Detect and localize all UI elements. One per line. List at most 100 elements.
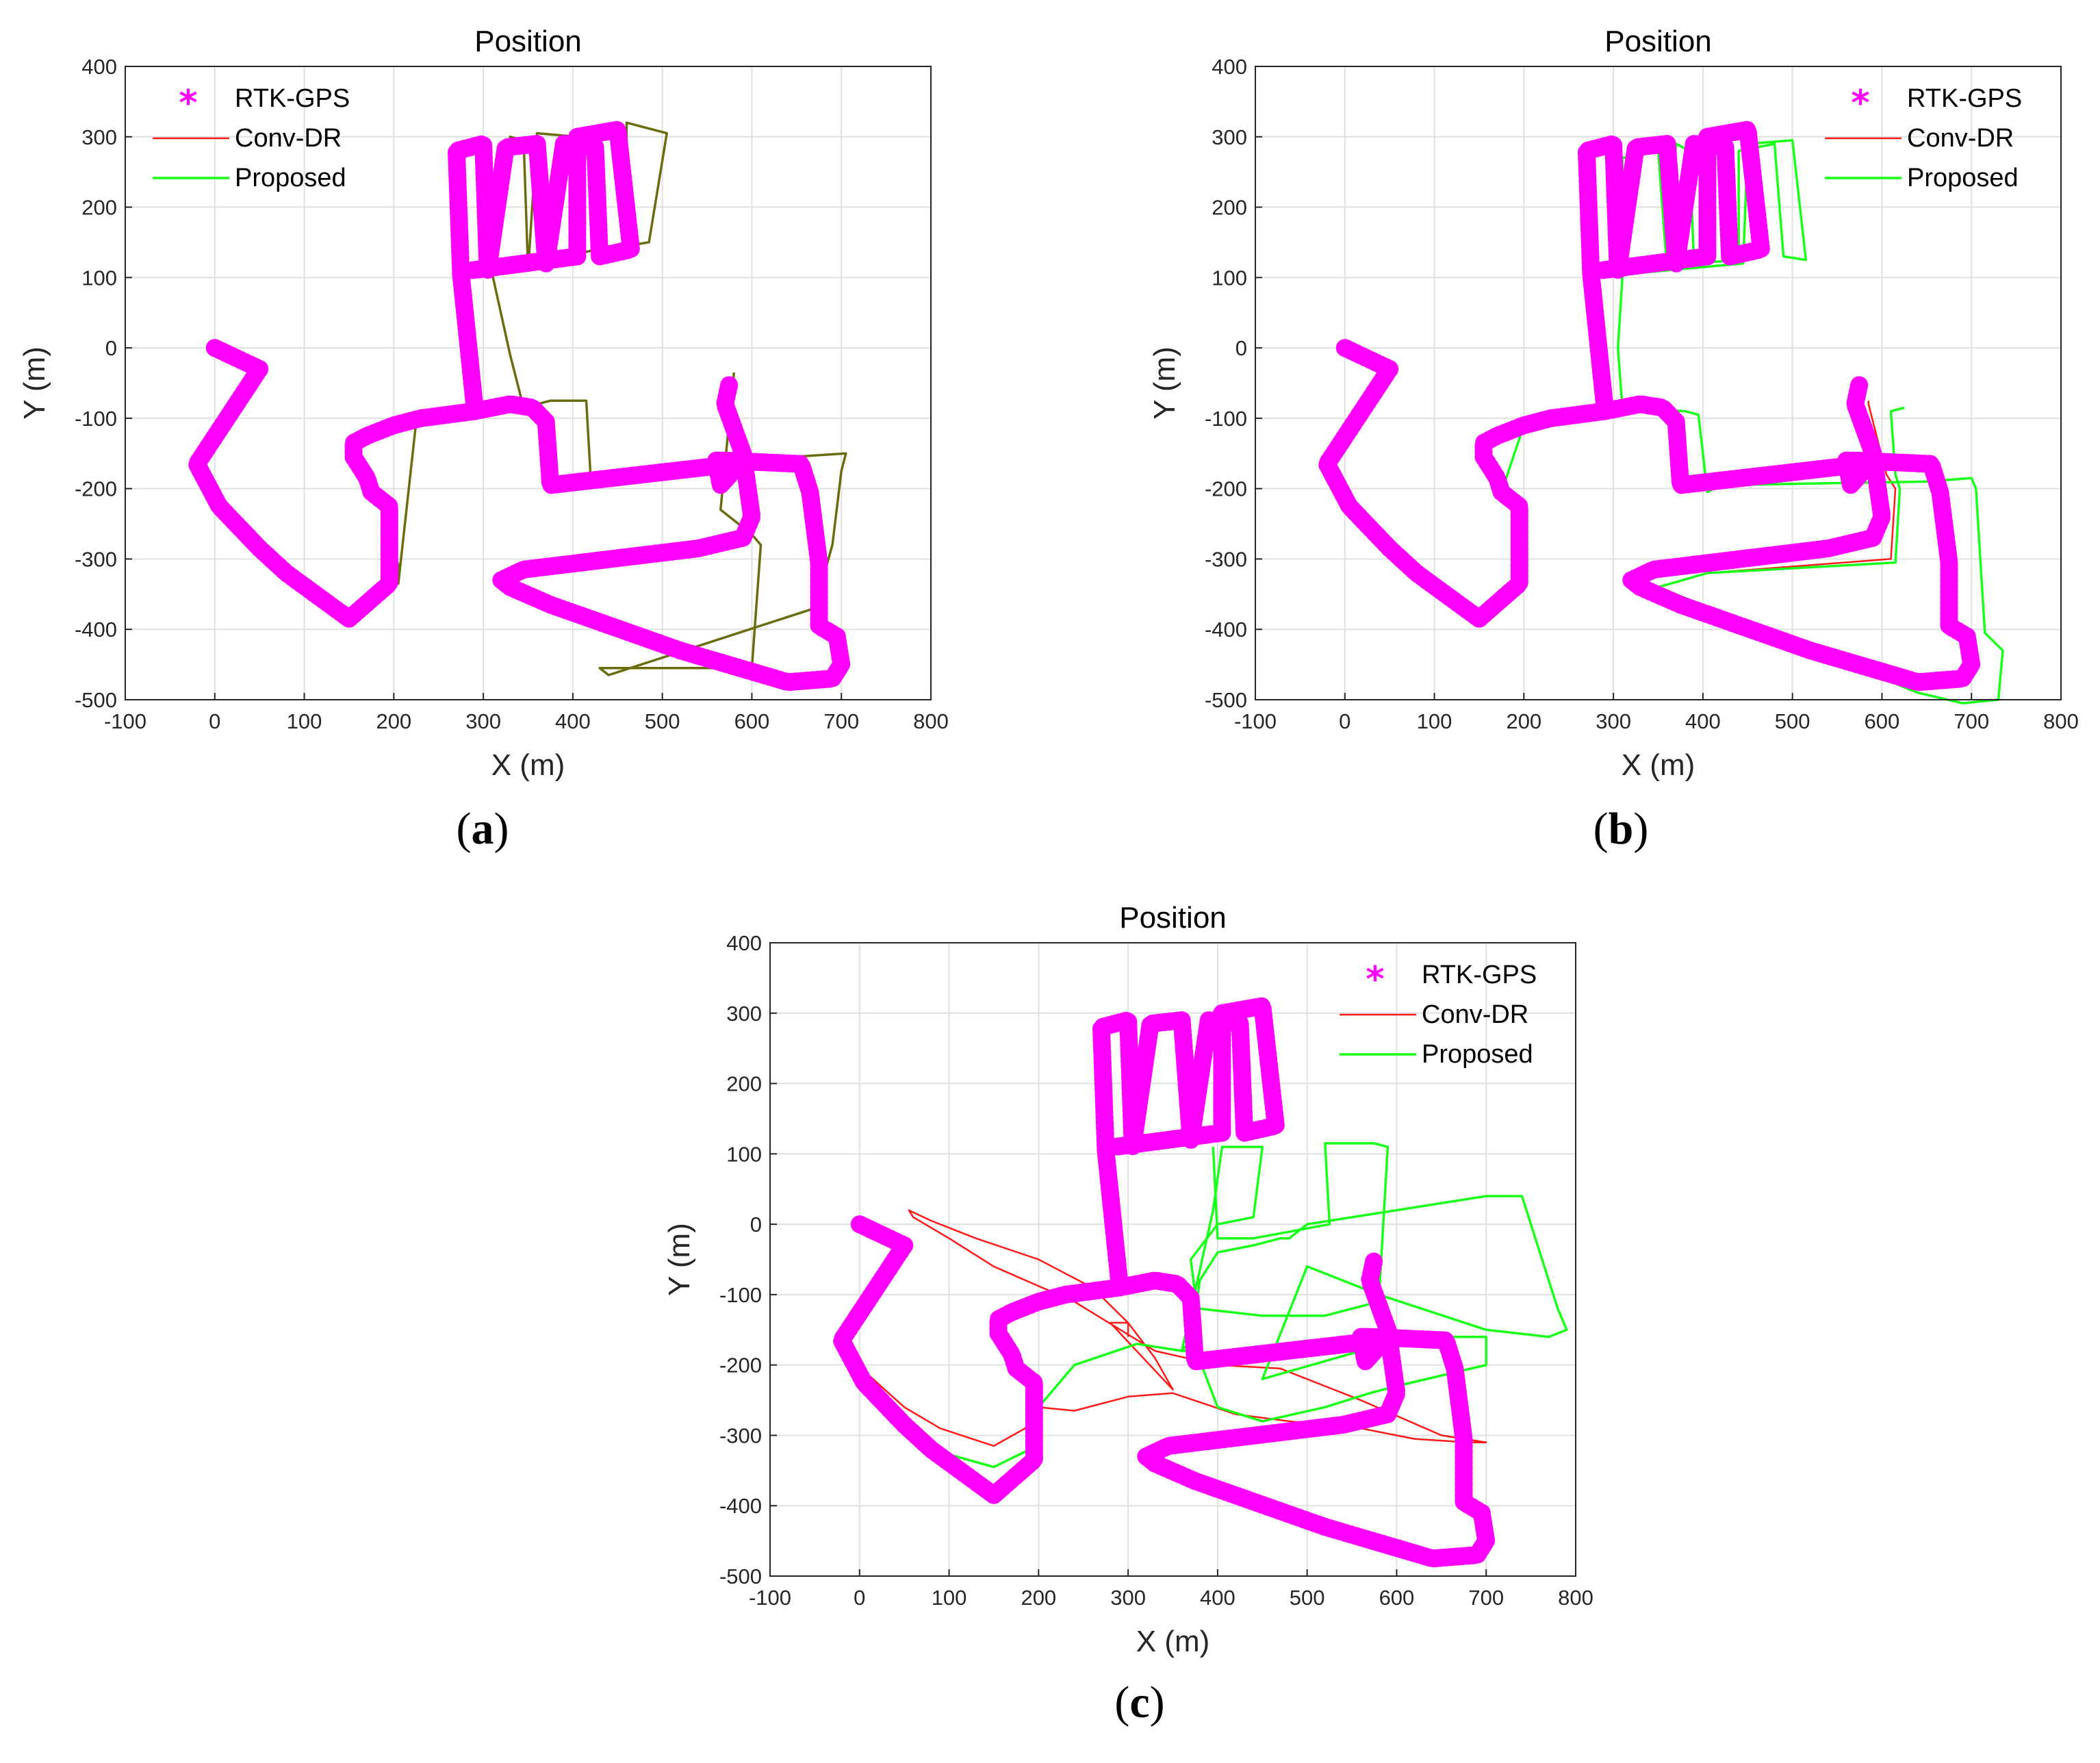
legend: * RTK-GPS Conv-DR Proposed	[1340, 959, 1537, 1069]
legend-entry: * RTK-GPS	[1851, 83, 2022, 124]
rtk-gps-track	[1092, 997, 1285, 1297]
x-tick-label: 300	[1596, 709, 1631, 733]
legend-marker-rtk-gps: *	[179, 83, 197, 124]
y-tick-label: 100	[726, 1142, 762, 1166]
x-tick-label: 800	[1558, 1586, 1593, 1610]
legend-label: Proposed	[1422, 1040, 1533, 1069]
axes-box	[125, 66, 932, 700]
panel-caption: (a)	[457, 804, 509, 854]
y-tick-label: -100	[75, 407, 117, 431]
legend-marker-rtk-gps: *	[1851, 83, 1869, 124]
y-tick-label: -200	[75, 477, 117, 501]
x-tick-label: 400	[1685, 709, 1721, 733]
legend: * RTK-GPS Conv-DR Proposed	[1825, 83, 2022, 192]
legend-label: RTK-GPS	[235, 84, 350, 113]
x-tick-label: 0	[1339, 709, 1350, 733]
panel-b: -100 0 100 200 300 400 500 600 700 800 400 300 200 10…	[1148, 25, 2079, 854]
legend-entry: Proposed	[153, 164, 346, 192]
rtk-gps-track	[447, 121, 640, 420]
x-tick-label: 400	[555, 709, 591, 733]
panel-caption: (c)	[1114, 1677, 1164, 1727]
x-tick-label: 0	[854, 1586, 865, 1610]
y-tick-label: 100	[81, 266, 117, 290]
panel-a: -100 0 100 200 300 400 500 600 700 800 400 300 200 10…	[18, 25, 949, 854]
legend: * RTK-GPS Conv-DR Proposed	[153, 83, 350, 192]
series-conv-dr	[841, 1209, 1487, 1447]
x-tick-label: 600	[1865, 709, 1900, 733]
series-line-conv-dr	[841, 1209, 1487, 1447]
legend-entry: Proposed	[1825, 164, 2019, 192]
y-tick-label: -300	[75, 547, 117, 571]
x-tick-label: 700	[1954, 709, 1989, 733]
legend-entry: Conv-DR	[1340, 1000, 1528, 1029]
y-tick-label: 0	[105, 336, 117, 360]
x-tick-label: 400	[1200, 1586, 1235, 1610]
y-tick-label: 100	[1212, 266, 1247, 290]
y-tick-label: 0	[750, 1213, 762, 1236]
x-axis-label: X (m)	[1136, 1625, 1210, 1658]
legend-entry: Proposed	[1340, 1040, 1533, 1069]
x-tick-label: 100	[287, 709, 322, 733]
legend-label: RTK-GPS	[1422, 961, 1537, 989]
x-tick-label: 300	[465, 709, 501, 733]
x-tick-label: 200	[1506, 709, 1541, 733]
y-axis-label: Y (m)	[663, 1223, 696, 1296]
y-tick-label: -100	[1205, 407, 1247, 431]
legend-marker-rtk-gps: *	[1366, 959, 1384, 1000]
rtk-gps-track	[1577, 121, 1770, 420]
legend-label: Conv-DR	[1907, 124, 2014, 153]
y-tick-label: 300	[1212, 125, 1247, 149]
legend-entry: Conv-DR	[1825, 124, 2014, 153]
y-tick-label: -500	[719, 1564, 762, 1588]
rtk-gps-track	[188, 339, 851, 692]
x-axis-label: X (m)	[491, 748, 565, 782]
x-tick-label: 300	[1110, 1586, 1146, 1610]
x-tick-label: -100	[749, 1586, 791, 1610]
y-tick-label: -500	[75, 688, 117, 712]
y-tick-label: 200	[726, 1072, 762, 1096]
series-rtk-gps	[1318, 121, 1981, 692]
y-tick-label: -100	[719, 1283, 762, 1307]
series-rtk-gps	[832, 997, 1496, 1568]
axes-box	[1255, 66, 2062, 700]
chart-title: Position	[1119, 901, 1227, 935]
y-tick-label: -400	[1205, 618, 1247, 642]
x-tick-label: 200	[1021, 1586, 1056, 1610]
x-tick-label: -100	[1234, 709, 1277, 733]
y-tick-label: -400	[75, 618, 117, 642]
y-tick-label: 400	[726, 931, 762, 955]
legend-entry: * RTK-GPS	[1366, 959, 1537, 1000]
legend-label: RTK-GPS	[1907, 84, 2022, 113]
y-tick-label: 300	[726, 1002, 762, 1026]
y-tick-label: -300	[1205, 547, 1247, 571]
chart-title: Position	[1604, 25, 1712, 58]
x-tick-label: 500	[1290, 1586, 1325, 1610]
x-tick-label: 100	[1417, 709, 1452, 733]
y-axis-label: Y (m)	[18, 346, 51, 420]
x-tick-label: 600	[734, 709, 770, 733]
y-tick-label: 400	[1212, 55, 1247, 79]
y-tick-label: 200	[1212, 196, 1247, 220]
y-tick-label: -200	[1205, 477, 1247, 501]
y-tick-label: 0	[1235, 336, 1247, 360]
y-tick-label: 400	[81, 55, 117, 79]
x-tick-label: 100	[932, 1586, 967, 1610]
y-tick-label: -400	[719, 1494, 762, 1518]
x-tick-label: 800	[913, 709, 949, 733]
x-tick-label: 200	[376, 709, 411, 733]
x-tick-label: 0	[209, 709, 220, 733]
x-tick-label: 800	[2043, 709, 2079, 733]
panel-c: -100 0 100 200 300 400 500 600 700 800 400 300 200 10…	[663, 901, 1593, 1727]
series-rtk-gps	[188, 121, 851, 692]
x-axis-label: X (m)	[1622, 748, 1695, 782]
x-tick-label: 700	[823, 709, 859, 733]
y-tick-label: 200	[81, 196, 117, 220]
legend-label: Proposed	[1907, 164, 2019, 192]
y-tick-label: -500	[1205, 688, 1247, 712]
legend-label: Proposed	[235, 164, 346, 192]
x-tick-label: 500	[645, 709, 680, 733]
y-tick-label: -300	[719, 1423, 762, 1447]
axes-box	[769, 942, 1576, 1577]
chart-title: Position	[474, 25, 582, 58]
